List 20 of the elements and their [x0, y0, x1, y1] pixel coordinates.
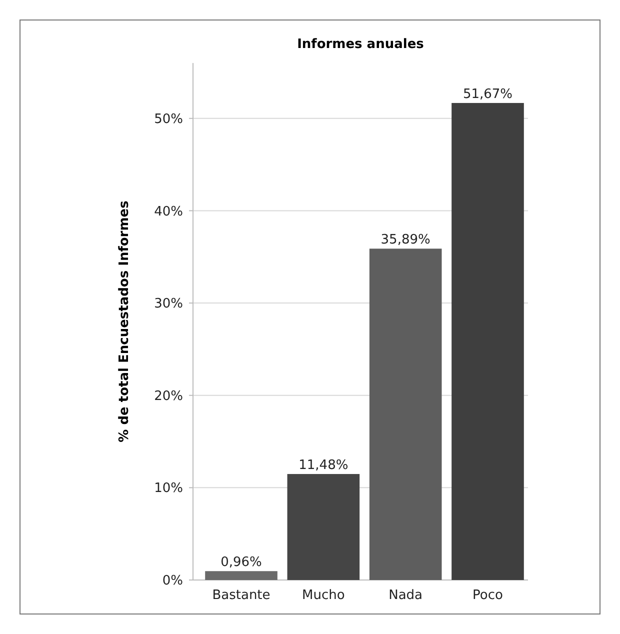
data-label: 51,67% — [462, 86, 513, 102]
bar — [369, 248, 442, 580]
y-tick-label: 50% — [154, 112, 183, 127]
bar — [205, 571, 278, 580]
y-tick-label: 40% — [154, 204, 183, 220]
chart-title: Informes anuales — [297, 37, 424, 52]
y-axis-title: % de total Encuestados Informes — [117, 200, 132, 442]
y-tick-label: 0% — [162, 574, 183, 589]
bar — [287, 474, 360, 580]
y-tick-label: 30% — [154, 296, 183, 312]
y-tick-label: 20% — [154, 388, 183, 404]
y-tick-label: 10% — [154, 481, 183, 496]
data-label: 11,48% — [298, 458, 348, 474]
x-tick-label: Poco — [472, 588, 503, 603]
x-tick-label: Mucho — [302, 588, 345, 603]
bar — [452, 102, 524, 580]
data-label: 35,89% — [380, 232, 430, 248]
x-tick-label: Bastante — [212, 588, 270, 603]
x-tick-label: Nada — [388, 588, 423, 603]
data-label: 0,96% — [220, 555, 262, 570]
